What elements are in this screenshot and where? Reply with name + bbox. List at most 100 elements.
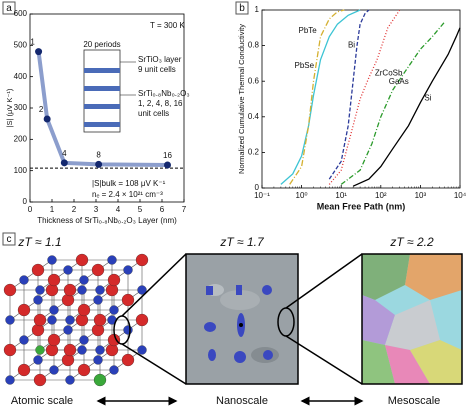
zt-label: zT ≈ 1.7	[219, 235, 265, 249]
atom	[123, 265, 133, 275]
data-point	[43, 115, 51, 123]
annotation: unit cells	[138, 109, 169, 118]
scale-label: Nanoscale	[216, 395, 268, 407]
atom	[5, 315, 15, 325]
annotation: 9 unit cells	[138, 65, 176, 74]
precipitate	[206, 286, 213, 295]
x-tick-label: 2	[72, 205, 77, 214]
series-line	[352, 27, 461, 187]
y-tick-label: 0	[255, 183, 260, 192]
x-tick-label: 10⁻¹	[254, 191, 270, 200]
atom	[63, 343, 77, 357]
panel-letter: b	[239, 3, 245, 14]
atom	[47, 315, 57, 325]
y-tick-label: 600	[14, 9, 28, 18]
atom	[65, 315, 75, 325]
precipitate	[263, 350, 273, 360]
atom	[77, 363, 91, 377]
atom	[77, 285, 87, 295]
atom	[121, 353, 135, 367]
atom	[93, 295, 103, 305]
grain	[362, 254, 410, 300]
y-tick-label: 300	[14, 103, 28, 112]
y-tick-label: 0	[23, 197, 28, 206]
grain	[385, 345, 430, 384]
series-line	[328, 9, 370, 180]
grain	[410, 340, 462, 384]
scale-label: Atomic scale	[11, 395, 73, 407]
letter-box	[235, 1, 249, 15]
series-label: GaAs	[389, 77, 409, 86]
series-label: PbTe	[298, 26, 317, 35]
atom	[93, 355, 103, 365]
atom	[79, 275, 89, 285]
atom	[77, 303, 91, 317]
atom	[63, 265, 73, 275]
zoom-line	[121, 343, 187, 385]
atom	[121, 293, 135, 307]
atom	[137, 345, 147, 355]
series-label: Si	[424, 94, 431, 103]
precipitate	[262, 285, 272, 295]
y-tick-label: 0.2	[248, 148, 260, 157]
layer	[84, 122, 120, 127]
atom	[77, 345, 87, 355]
data-point	[60, 159, 68, 167]
atom	[3, 283, 17, 297]
grain	[405, 254, 462, 300]
annotation: T = 300 K	[150, 21, 185, 30]
y-tick-label: 400	[14, 72, 28, 81]
atom	[47, 273, 61, 287]
atomic-lattice	[3, 253, 149, 387]
annotation: nₑ = 2.4 × 10²¹ cm⁻³	[92, 190, 163, 199]
letter-box	[2, 1, 16, 15]
series-line	[340, 22, 445, 185]
annotation: SrTiO₃ layer	[138, 55, 182, 64]
atom	[49, 305, 59, 315]
atom	[19, 275, 29, 285]
point-label: 16	[163, 151, 172, 160]
y-tick-label: 1	[255, 5, 260, 14]
zt-label: zT ≈ 1.1	[17, 235, 61, 249]
atom	[109, 305, 119, 315]
atom	[109, 365, 119, 375]
nanoscale-image	[185, 253, 299, 385]
atom	[5, 375, 15, 385]
atom	[93, 373, 107, 387]
layer	[84, 86, 120, 91]
point-label: 1	[30, 38, 35, 47]
zoom-line	[285, 335, 363, 385]
atom	[35, 285, 45, 295]
atom	[33, 295, 43, 305]
dot	[239, 323, 243, 327]
x-axis-label: Mean Free Path (nm)	[317, 201, 406, 211]
scale-label: Mesoscale	[388, 395, 441, 407]
atom	[79, 335, 89, 345]
atom	[107, 255, 117, 265]
panel-letter: c	[7, 234, 12, 245]
atom	[35, 345, 45, 355]
x-tick-label: 1	[50, 205, 55, 214]
atom	[93, 313, 107, 327]
atom	[65, 375, 75, 385]
data-point	[164, 161, 171, 169]
precipitate	[234, 351, 246, 363]
series-label: PbSe	[294, 61, 314, 70]
grain	[362, 340, 395, 384]
letter-box	[2, 232, 16, 246]
annotation: 1, 2, 4, 8, 16	[138, 99, 183, 108]
image-frame	[361, 253, 463, 385]
y-tick-label: 0.8	[248, 41, 260, 50]
panel-letter: a	[6, 3, 12, 14]
atom	[137, 285, 147, 295]
atom	[135, 313, 149, 327]
atom	[47, 255, 57, 265]
x-tick-label: 10¹	[335, 191, 347, 200]
x-axis-label: Thickness of SrTi₀.₈Nb₀.₂O₃ Layer (nm)	[37, 216, 177, 225]
grain	[362, 295, 395, 345]
x-tick-label: 5	[138, 205, 143, 214]
atom	[47, 333, 61, 347]
precipitate	[204, 322, 216, 332]
zoom-line	[121, 253, 187, 317]
